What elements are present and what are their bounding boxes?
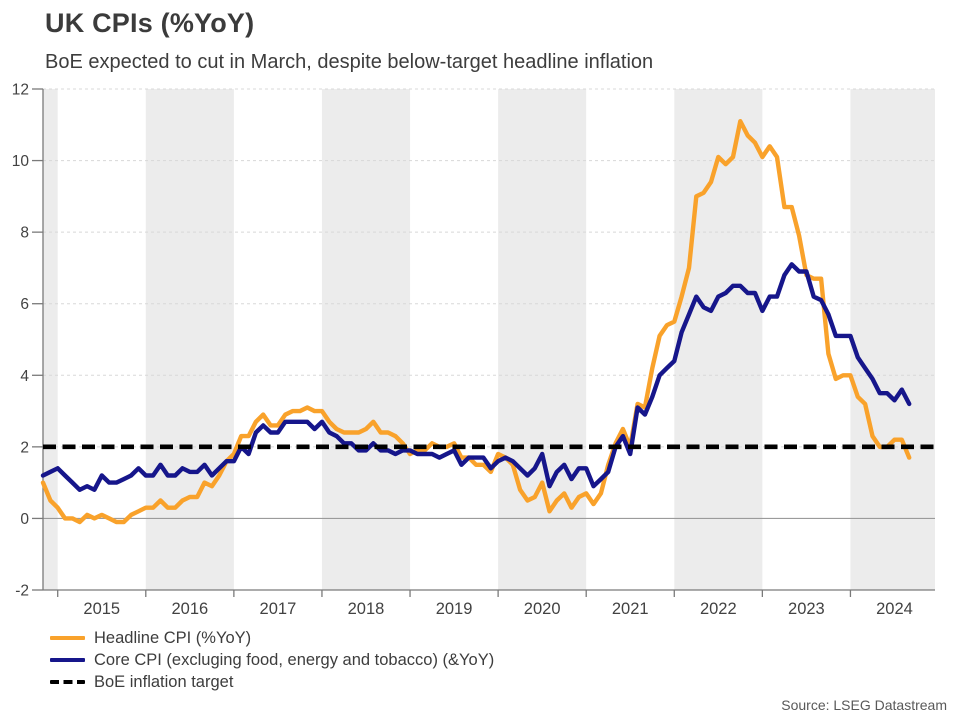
year-band bbox=[321, 89, 411, 590]
x-tick-label: 2022 bbox=[700, 600, 737, 618]
x-tick-label: 2024 bbox=[876, 600, 913, 618]
headline-cpi-line bbox=[40, 118, 912, 525]
y-tick-label: 10 bbox=[12, 153, 30, 170]
year-band bbox=[850, 89, 935, 590]
x-tick-label: 2019 bbox=[436, 600, 473, 618]
core-cpi-swatch bbox=[50, 657, 85, 663]
boe-target-swatch bbox=[50, 679, 85, 685]
legend-label-boe-target: BoE inflation target bbox=[94, 672, 234, 691]
x-tick-label: 2018 bbox=[348, 600, 385, 618]
year-band bbox=[43, 89, 58, 590]
page-subtitle: BoE expected to cut in March, despite be… bbox=[45, 51, 654, 73]
x-tick-label: 2023 bbox=[788, 600, 825, 618]
legend-item-headline-cpi: Headline CPI (%YoY) bbox=[50, 627, 494, 649]
x-tick-label: 2020 bbox=[524, 600, 561, 618]
legend-label-headline-cpi: Headline CPI (%YoY) bbox=[94, 628, 252, 647]
source-credit: Source: LSEG Datastream bbox=[781, 697, 947, 713]
legend-item-core-cpi: Core CPI (excluging food, energy and tob… bbox=[50, 649, 494, 671]
core-cpi-line bbox=[40, 262, 912, 492]
y-tick-label: 8 bbox=[20, 225, 29, 242]
y-tick-label: 2 bbox=[20, 439, 29, 456]
y-tick-label: 12 bbox=[12, 82, 29, 99]
y-tick-label: -2 bbox=[15, 583, 29, 600]
y-tick-label: 6 bbox=[20, 296, 29, 313]
x-tick-label: 2017 bbox=[260, 600, 297, 618]
line-chart: -2 0 2 4 6 8 10 12 2015 2016 2017 2018 2019 2020 2021 2… bbox=[12, 82, 935, 618]
legend: Headline CPI (%YoY) Core CPI (excluging … bbox=[50, 627, 494, 693]
year-band bbox=[145, 89, 234, 590]
x-tick-label: 2016 bbox=[171, 600, 208, 618]
year-band bbox=[674, 89, 763, 590]
x-tick-label: 2015 bbox=[83, 600, 120, 618]
y-tick-label: 4 bbox=[20, 368, 29, 385]
legend-label-core-cpi: Core CPI (excluging food, energy and tob… bbox=[94, 650, 495, 669]
y-tick-label: 0 bbox=[20, 511, 29, 528]
year-band bbox=[498, 89, 587, 590]
page-title: UK CPIs (%YoY) bbox=[45, 8, 255, 38]
legend-item-boe-target: BoE inflation target bbox=[50, 671, 494, 693]
x-tick-label: 2021 bbox=[612, 600, 649, 618]
headline-cpi-swatch bbox=[50, 635, 85, 641]
